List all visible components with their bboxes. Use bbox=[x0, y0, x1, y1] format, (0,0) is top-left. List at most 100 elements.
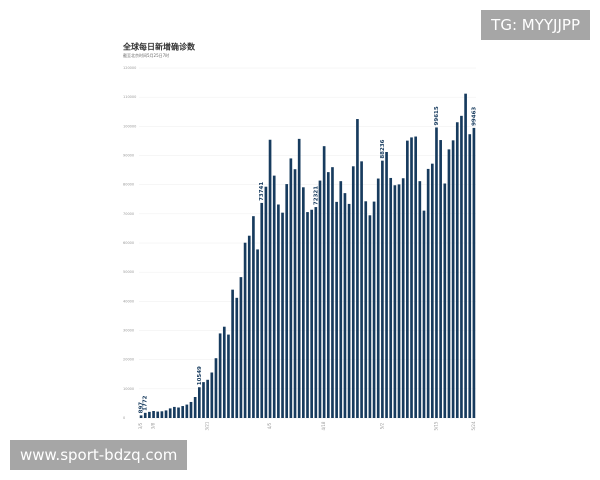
bar bbox=[356, 119, 359, 419]
bar bbox=[210, 372, 214, 418]
bar bbox=[368, 215, 372, 418]
chart-title: 全球每日新增确诊数 bbox=[122, 42, 196, 52]
y-tick-label: 80000 bbox=[123, 183, 134, 187]
bar bbox=[464, 93, 467, 419]
bar bbox=[181, 406, 185, 418]
bar bbox=[264, 186, 268, 418]
bar bbox=[243, 242, 247, 418]
y-tick-label: 40000 bbox=[123, 299, 134, 303]
bar bbox=[235, 297, 239, 418]
y-tick-label: 0 bbox=[123, 416, 125, 420]
bar bbox=[389, 177, 393, 418]
bar bbox=[277, 204, 280, 418]
bar bbox=[197, 387, 201, 418]
bar bbox=[385, 152, 388, 418]
bar bbox=[422, 210, 426, 418]
chart-subtitle: 截至北京时间5月25日7时 bbox=[123, 52, 169, 58]
bar bbox=[306, 212, 309, 418]
x-tick-label: 3/5 bbox=[138, 422, 143, 429]
bar bbox=[139, 415, 143, 418]
bar bbox=[143, 412, 147, 418]
bar bbox=[310, 209, 313, 418]
bar bbox=[468, 134, 472, 419]
bar bbox=[285, 184, 289, 418]
bar bbox=[260, 202, 264, 418]
bar bbox=[256, 249, 259, 418]
bar bbox=[360, 161, 363, 419]
bar bbox=[406, 140, 409, 418]
data-label: 88236 bbox=[380, 139, 386, 158]
bar bbox=[214, 358, 218, 418]
y-tick-label: 60000 bbox=[123, 241, 134, 245]
bar bbox=[426, 168, 430, 418]
data-label: 99615 bbox=[434, 106, 440, 125]
y-tick-label: 110000 bbox=[123, 95, 136, 99]
bar bbox=[410, 137, 413, 418]
bar bbox=[418, 181, 422, 418]
bar bbox=[455, 122, 459, 418]
x-tick-label: 3/21 bbox=[205, 421, 210, 430]
bar bbox=[297, 138, 301, 418]
bar bbox=[156, 411, 160, 418]
bar bbox=[193, 397, 197, 418]
bar bbox=[268, 139, 272, 418]
x-tick-label: 5/24 bbox=[471, 421, 476, 430]
bar bbox=[439, 140, 442, 418]
bar bbox=[252, 216, 255, 418]
bar bbox=[347, 203, 351, 418]
data-label: 897 bbox=[139, 402, 145, 414]
bar bbox=[351, 166, 355, 418]
x-tick-label: 4/18 bbox=[321, 421, 326, 430]
data-label: 99463 bbox=[471, 107, 477, 126]
bar bbox=[222, 326, 226, 418]
x-tick-label: 3/8 bbox=[151, 422, 156, 429]
x-tick-label: 4/5 bbox=[267, 422, 272, 429]
bar bbox=[314, 207, 318, 418]
bar bbox=[443, 183, 447, 418]
bar bbox=[218, 333, 222, 418]
bar bbox=[397, 184, 401, 418]
bar bbox=[247, 235, 251, 418]
x-tick-label: 5/2 bbox=[379, 422, 384, 429]
bar bbox=[148, 411, 151, 418]
bar bbox=[460, 115, 463, 418]
y-tick-label: 90000 bbox=[123, 154, 134, 158]
bar bbox=[335, 201, 338, 418]
bar bbox=[472, 127, 476, 418]
y-tick-label: 70000 bbox=[123, 212, 134, 216]
bar bbox=[239, 277, 243, 418]
y-tick-label: 50000 bbox=[123, 270, 134, 274]
bar bbox=[160, 411, 164, 418]
watermark: TG: MYYJJPP bbox=[481, 10, 590, 40]
bar bbox=[381, 160, 384, 418]
data-label: 1772 bbox=[143, 395, 149, 410]
bar bbox=[189, 401, 193, 418]
y-tick-label: 20000 bbox=[123, 358, 134, 362]
bar bbox=[168, 408, 172, 418]
bar bbox=[447, 149, 451, 418]
bar bbox=[430, 163, 434, 418]
bar bbox=[227, 334, 230, 418]
bar bbox=[231, 289, 234, 418]
bar bbox=[326, 172, 330, 418]
bar bbox=[372, 201, 376, 418]
y-tick-label: 100000 bbox=[123, 124, 136, 128]
bar bbox=[393, 185, 397, 418]
data-label: 73741 bbox=[259, 182, 265, 201]
bar bbox=[318, 180, 322, 418]
bar bbox=[364, 201, 368, 418]
bar bbox=[293, 169, 297, 418]
bar bbox=[202, 382, 205, 418]
bar bbox=[185, 404, 189, 418]
data-label: 10549 bbox=[197, 366, 203, 385]
y-tick-label: 30000 bbox=[123, 329, 134, 333]
bar bbox=[272, 175, 276, 418]
bar bbox=[435, 127, 438, 419]
bar bbox=[177, 407, 180, 418]
bar bbox=[401, 178, 405, 418]
bar bbox=[289, 158, 293, 418]
watermark: www.sport-bdzq.com bbox=[10, 440, 188, 470]
bar bbox=[414, 136, 418, 418]
